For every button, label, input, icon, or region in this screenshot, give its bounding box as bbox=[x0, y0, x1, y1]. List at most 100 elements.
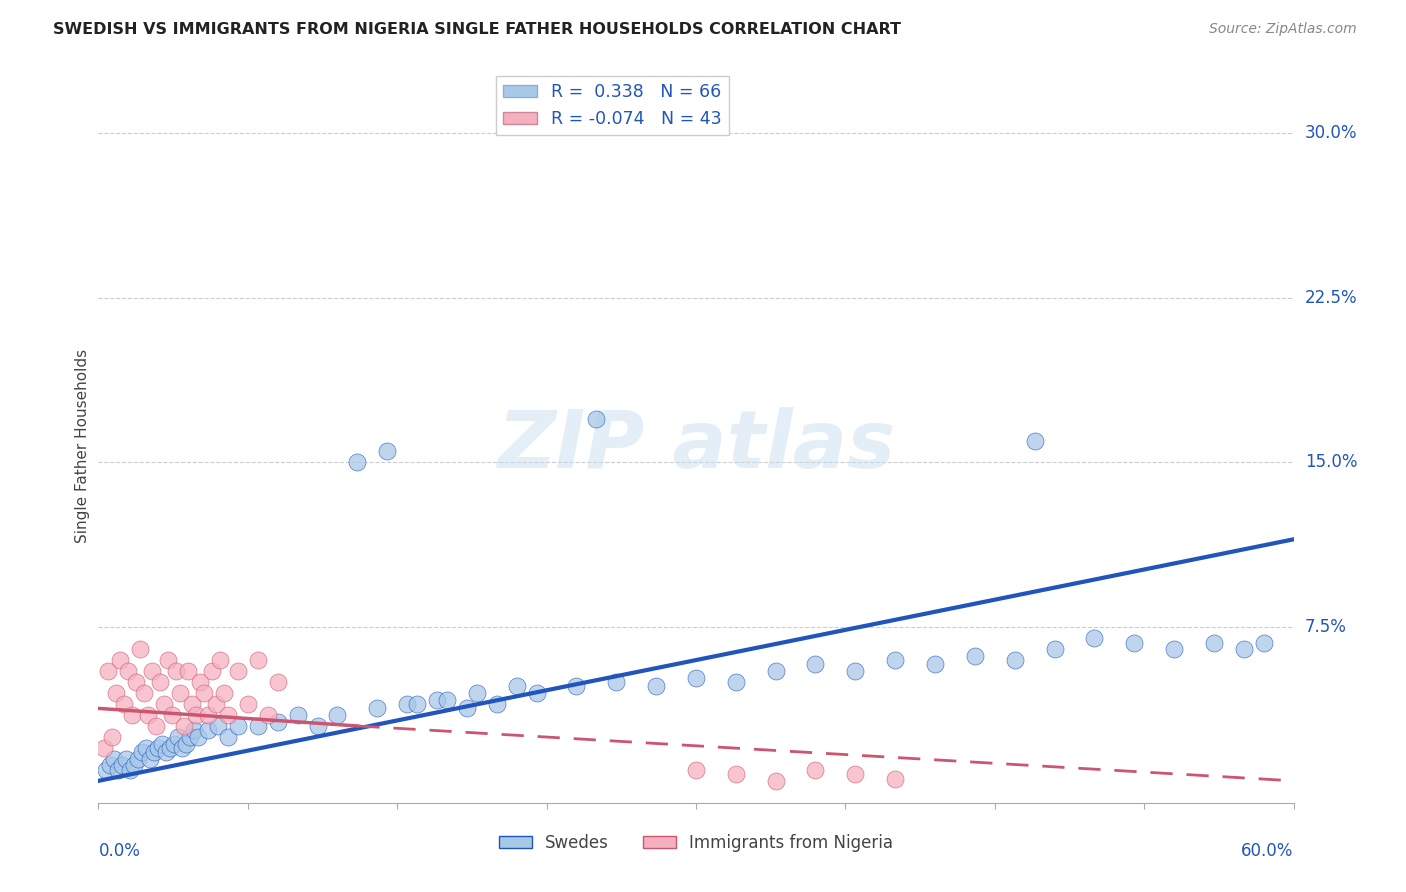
Point bbox=[135, 740, 157, 755]
Point bbox=[375, 444, 398, 458]
Point bbox=[465, 686, 488, 700]
Point bbox=[131, 745, 153, 759]
Point bbox=[157, 653, 180, 667]
Text: 0.0%: 0.0% bbox=[98, 842, 141, 860]
Point bbox=[153, 697, 176, 711]
Point bbox=[1004, 653, 1026, 667]
Point bbox=[366, 701, 388, 715]
Text: 15.0%: 15.0% bbox=[1305, 453, 1357, 472]
Point bbox=[645, 680, 668, 694]
Point bbox=[1123, 635, 1146, 649]
Point bbox=[924, 657, 946, 672]
Point bbox=[197, 708, 219, 723]
Text: 22.5%: 22.5% bbox=[1305, 289, 1357, 307]
Point bbox=[110, 653, 132, 667]
Point bbox=[844, 767, 866, 781]
Point bbox=[134, 686, 156, 700]
Point bbox=[159, 740, 181, 755]
Point bbox=[884, 772, 907, 786]
Point bbox=[193, 686, 215, 700]
Point bbox=[267, 714, 290, 729]
Point bbox=[246, 653, 269, 667]
Point bbox=[125, 675, 148, 690]
Point bbox=[174, 737, 197, 751]
Point bbox=[396, 697, 419, 711]
Point bbox=[426, 692, 449, 706]
Point bbox=[112, 697, 135, 711]
Text: 60.0%: 60.0% bbox=[1241, 842, 1294, 860]
Point bbox=[804, 763, 827, 777]
Point bbox=[181, 697, 204, 711]
Point bbox=[121, 708, 143, 723]
Point bbox=[107, 763, 129, 777]
Point bbox=[160, 708, 183, 723]
Point bbox=[148, 740, 170, 755]
Point bbox=[526, 686, 548, 700]
Point bbox=[188, 675, 211, 690]
Point bbox=[212, 686, 235, 700]
Point bbox=[169, 686, 191, 700]
Point bbox=[724, 675, 747, 690]
Point bbox=[93, 740, 115, 755]
Point bbox=[129, 642, 152, 657]
Point bbox=[183, 723, 205, 738]
Point bbox=[149, 675, 172, 690]
Legend: Swedes, Immigrants from Nigeria: Swedes, Immigrants from Nigeria bbox=[492, 828, 900, 859]
Point bbox=[141, 664, 163, 678]
Point bbox=[207, 719, 229, 733]
Point bbox=[145, 719, 167, 733]
Point bbox=[96, 763, 118, 777]
Point bbox=[184, 708, 207, 723]
Point bbox=[1253, 635, 1275, 649]
Point bbox=[155, 745, 177, 759]
Point bbox=[136, 708, 159, 723]
Point bbox=[724, 767, 747, 781]
Point bbox=[226, 719, 249, 733]
Point bbox=[111, 758, 134, 772]
Point bbox=[685, 763, 707, 777]
Point bbox=[456, 701, 478, 715]
Text: Source: ZipAtlas.com: Source: ZipAtlas.com bbox=[1209, 22, 1357, 37]
Point bbox=[1202, 635, 1225, 649]
Point bbox=[267, 675, 290, 690]
Point bbox=[105, 686, 128, 700]
Point bbox=[605, 675, 627, 690]
Point bbox=[226, 664, 249, 678]
Point bbox=[1024, 434, 1046, 448]
Point bbox=[143, 745, 166, 759]
Point bbox=[963, 648, 986, 663]
Point bbox=[165, 664, 187, 678]
Point bbox=[98, 758, 122, 772]
Point bbox=[208, 653, 231, 667]
Point bbox=[217, 708, 239, 723]
Point bbox=[197, 723, 219, 738]
Point bbox=[103, 752, 125, 766]
Point bbox=[115, 752, 138, 766]
Point bbox=[205, 697, 228, 711]
Point bbox=[117, 664, 139, 678]
Point bbox=[101, 730, 124, 744]
Point bbox=[1043, 642, 1066, 657]
Point bbox=[163, 737, 186, 751]
Text: 7.5%: 7.5% bbox=[1305, 618, 1347, 636]
Point bbox=[844, 664, 866, 678]
Point bbox=[346, 455, 368, 469]
Point bbox=[179, 730, 201, 744]
Point bbox=[307, 719, 329, 733]
Text: SWEDISH VS IMMIGRANTS FROM NIGERIA SINGLE FATHER HOUSEHOLDS CORRELATION CHART: SWEDISH VS IMMIGRANTS FROM NIGERIA SINGL… bbox=[53, 22, 901, 37]
Point bbox=[167, 730, 190, 744]
Point bbox=[485, 697, 508, 711]
Point bbox=[201, 664, 224, 678]
Point bbox=[120, 763, 142, 777]
Point bbox=[187, 730, 209, 744]
Point bbox=[804, 657, 827, 672]
Point bbox=[172, 740, 194, 755]
Point bbox=[217, 730, 239, 744]
Point bbox=[246, 719, 269, 733]
Point bbox=[565, 680, 588, 694]
Text: ZIP atlas: ZIP atlas bbox=[496, 407, 896, 485]
Point bbox=[436, 692, 458, 706]
Point bbox=[97, 664, 120, 678]
Point bbox=[1233, 642, 1256, 657]
Point bbox=[1083, 631, 1105, 645]
